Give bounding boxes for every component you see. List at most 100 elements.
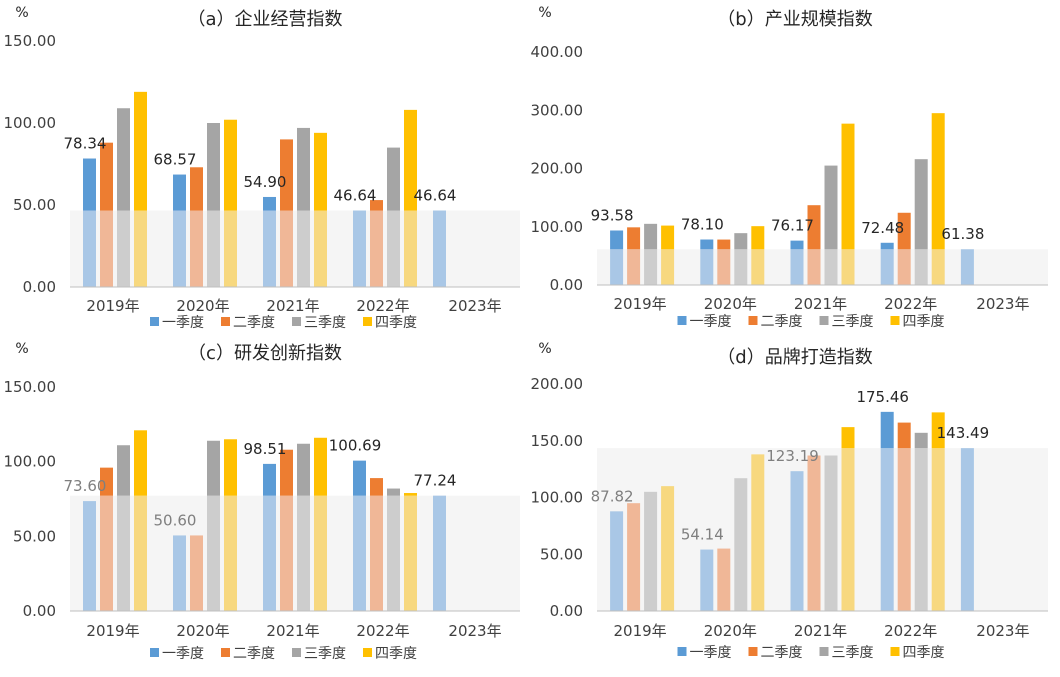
bar-q2-upper (280, 139, 293, 211)
bar-q2-lower (897, 448, 911, 611)
bar-q3-lower (387, 210, 400, 287)
bar-q1-lower (610, 249, 624, 285)
y-tick-label: 100.00 (4, 453, 57, 471)
data-label: 123.19 (766, 447, 819, 465)
bar-q2-lower (897, 249, 911, 285)
data-label: 73.60 (64, 477, 107, 495)
bar-q3-lower (734, 249, 748, 285)
bar-q3-lower (914, 249, 928, 285)
bar-q1 (960, 448, 974, 611)
bar-q2-upper (370, 478, 383, 496)
bar-q2-lower (717, 249, 731, 285)
bar-q1-upper (83, 158, 96, 211)
bar-q4-lower (134, 495, 147, 611)
bar-q1 (790, 471, 804, 611)
chart-title: （d）品牌打造指数 (717, 347, 872, 368)
bar-q3-lower (117, 210, 130, 287)
y-tick-label: 0.00 (550, 276, 583, 294)
bar-q4-lower (314, 210, 327, 287)
bar-q3-upper (117, 445, 130, 496)
data-label: 72.48 (861, 219, 904, 237)
bar-q2-lower (807, 249, 821, 285)
bar-q3-upper (297, 127, 310, 211)
x-tick-label: 2019年 (86, 297, 139, 315)
bar-q1-upper (353, 460, 366, 496)
legend-swatch-q4 (890, 647, 900, 656)
data-label: 175.46 (856, 388, 909, 406)
chart-panel-2: % （b）产业规模指数 0.00 100.00 200.00 300.00 400.00 93… (531, 5, 1048, 330)
bar-q1-lower (263, 210, 276, 287)
bar-q3-upper (914, 159, 928, 250)
bar-q1-lower (173, 210, 186, 287)
bar-q1-lower (83, 210, 96, 287)
legend-label: 三季度 (304, 646, 346, 662)
bar-q4-upper (404, 493, 417, 496)
bar-q4-upper (841, 427, 855, 449)
bar-q3-upper (734, 233, 748, 250)
data-label: 78.10 (681, 216, 724, 234)
legend-swatch-q1 (150, 648, 159, 657)
data-label: 98.51 (244, 440, 287, 458)
bar-q1-lower (790, 249, 804, 285)
legend-label: 四季度 (375, 315, 417, 331)
legend-label: 三季度 (832, 314, 874, 330)
bar-q1-upper (880, 411, 894, 449)
bar-q1 (433, 495, 446, 611)
y-tick-label: 0.00 (550, 602, 583, 620)
unit-label: % (538, 341, 551, 357)
bar-q4-upper (224, 119, 237, 211)
bar-q3-lower (387, 495, 400, 611)
legend-swatch-q4 (363, 648, 372, 657)
unit-label: % (538, 5, 551, 21)
bar-q2 (717, 548, 731, 611)
y-tick-label: 400.00 (531, 43, 584, 61)
bar-q3-lower (207, 495, 220, 611)
bar-q3-upper (297, 443, 310, 496)
x-tick-label: 2020年 (176, 622, 229, 640)
x-tick-label: 2021年 (794, 295, 847, 313)
legend-swatch-q1 (677, 647, 687, 656)
y-tick-label: 0.00 (23, 278, 56, 296)
legend-swatch-q2 (221, 317, 230, 326)
legend-swatch-q2 (748, 647, 758, 656)
data-label: 143.49 (937, 424, 990, 442)
data-label: 78.34 (64, 135, 107, 153)
legend-label: 一季度 (690, 314, 732, 330)
data-label: 93.58 (591, 206, 634, 224)
bar-q3-lower (207, 210, 220, 287)
bar-q2-upper (370, 200, 383, 211)
x-tick-label: 2021年 (266, 622, 319, 640)
bar-q2-lower (190, 210, 203, 287)
bar-q3-upper (387, 488, 400, 496)
bar-q1-lower (880, 448, 894, 611)
bar-q4-upper (931, 412, 945, 449)
data-label: 61.38 (941, 225, 984, 243)
data-label: 87.82 (591, 487, 634, 505)
bar-q4-upper (751, 226, 765, 250)
bar-q1-upper (173, 174, 186, 211)
data-label: 77.24 (414, 472, 457, 490)
bar-q2-upper (807, 205, 821, 250)
bar-q1 (960, 249, 974, 285)
legend-label: 一季度 (162, 315, 204, 331)
chart-panel-4: % （d）品牌打造指数 0.00 50.00 100.00 150.00 200.00 87.… (531, 341, 1048, 661)
bar-q1-upper (700, 239, 714, 250)
bar-q2-upper (100, 142, 113, 211)
bar-q1-lower (700, 249, 714, 285)
bar-q4-upper (314, 132, 327, 211)
data-label: 100.69 (329, 437, 382, 455)
bar-q3-upper (824, 165, 838, 250)
unit-label: % (15, 5, 28, 21)
bar-q4-lower (931, 448, 945, 611)
x-tick-label: 2019年 (614, 622, 667, 640)
bar-q1-lower (353, 495, 366, 611)
bar-q3 (644, 491, 658, 611)
legend-label: 二季度 (761, 645, 803, 661)
bar-q1-upper (790, 240, 804, 250)
bar-q3-lower (824, 249, 838, 285)
bar-q1-upper (263, 463, 276, 496)
unit-label: % (15, 341, 28, 357)
bar-q3-lower (297, 210, 310, 287)
legend-swatch-q3 (819, 316, 829, 325)
